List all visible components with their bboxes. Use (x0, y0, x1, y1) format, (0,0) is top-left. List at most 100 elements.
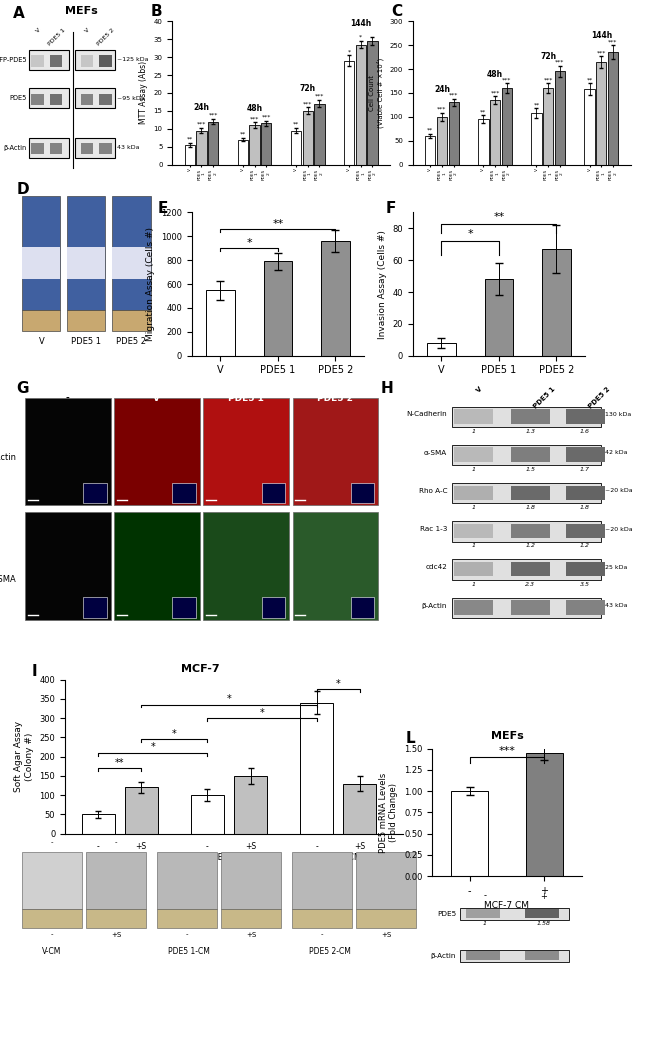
Text: *: * (260, 707, 265, 718)
Bar (512, 524, 551, 538)
Text: **: ** (493, 212, 504, 222)
Bar (112, 247, 151, 278)
Bar (566, 409, 605, 424)
Text: V: V (84, 28, 91, 34)
Bar (566, 600, 605, 615)
Text: -: - (484, 892, 486, 901)
Bar (68, 247, 105, 278)
Bar (157, 909, 217, 928)
Text: V-CM: V-CM (42, 947, 62, 956)
X-axis label: MCF-7 CM: MCF-7 CM (484, 902, 530, 910)
Bar (490, 100, 501, 165)
Text: +S: +S (111, 931, 122, 938)
Bar (86, 852, 146, 909)
Bar (114, 513, 200, 620)
Text: 3.5: 3.5 (580, 582, 590, 586)
Bar (50, 55, 62, 67)
Text: ***: *** (490, 90, 500, 96)
Text: PDE5 1: PDE5 1 (47, 28, 66, 47)
Text: +S: +S (246, 931, 256, 938)
Bar (75, 137, 114, 157)
Text: 1: 1 (471, 467, 475, 472)
Bar (83, 597, 107, 618)
Bar (351, 597, 374, 618)
Text: F-Actin: F-Actin (0, 453, 16, 462)
Text: 24h: 24h (194, 103, 209, 112)
Bar (484, 279, 514, 356)
Bar (525, 909, 559, 919)
Text: β-Actin: β-Actin (4, 144, 27, 151)
Bar (554, 71, 565, 165)
Text: 1.2: 1.2 (525, 544, 535, 548)
Bar (302, 110, 313, 165)
Text: PDE5 1: PDE5 1 (228, 394, 264, 404)
Bar (203, 513, 289, 620)
Bar (512, 409, 551, 424)
Bar (596, 62, 606, 165)
Bar (206, 290, 235, 356)
Bar (502, 88, 512, 165)
Text: +S: +S (381, 931, 391, 938)
Bar (543, 88, 553, 165)
Bar (50, 93, 62, 105)
Text: V: V (476, 386, 484, 394)
Text: ***: *** (197, 122, 206, 126)
Bar (566, 485, 605, 500)
Y-axis label: MTT Assay (Abs): MTT Assay (Abs) (139, 62, 148, 124)
Bar (448, 103, 459, 165)
Bar (356, 45, 366, 165)
Text: EGFP-PDE5: EGFP-PDE5 (0, 56, 27, 63)
Bar (261, 482, 285, 503)
Text: ***: *** (499, 747, 515, 756)
Text: -: - (66, 394, 70, 404)
Text: *: * (246, 238, 252, 247)
Text: V: V (153, 394, 161, 404)
Text: PDE5 2-CM: PDE5 2-CM (309, 947, 351, 956)
Text: 72h: 72h (540, 52, 556, 61)
Text: PDE5: PDE5 (437, 910, 456, 917)
Text: 43 kDa: 43 kDa (117, 145, 140, 150)
Text: MCF-7: MCF-7 (181, 665, 220, 674)
Text: +S: +S (354, 842, 365, 851)
Text: 1: 1 (471, 506, 475, 510)
Bar (292, 852, 352, 909)
Bar (425, 136, 436, 165)
Bar (261, 123, 272, 165)
Text: PDE5 2: PDE5 2 (96, 28, 116, 47)
Bar (157, 852, 217, 909)
Text: 1.8: 1.8 (525, 506, 535, 510)
Text: C: C (391, 4, 402, 19)
Bar (454, 562, 493, 577)
Bar (25, 513, 110, 620)
Bar (356, 852, 417, 909)
Text: 1.5: 1.5 (525, 467, 535, 472)
Text: **: ** (187, 137, 193, 142)
Text: **: ** (240, 132, 246, 137)
Text: A: A (13, 5, 25, 21)
Bar (454, 447, 493, 462)
Bar (452, 483, 601, 503)
Text: PDE5: PDE5 (10, 96, 27, 101)
Text: 42 kDa: 42 kDa (605, 450, 627, 456)
Text: ***: *** (502, 78, 512, 83)
Bar (238, 139, 248, 165)
Bar (512, 447, 551, 462)
Bar (478, 119, 489, 165)
Bar (221, 852, 281, 909)
Text: *: * (336, 679, 341, 689)
Text: *: * (359, 35, 362, 40)
Bar (466, 909, 500, 919)
Text: 144h: 144h (350, 19, 371, 29)
Text: ~20 kDa: ~20 kDa (605, 527, 632, 532)
Bar (263, 261, 292, 356)
Bar (292, 909, 352, 928)
Text: **: ** (480, 109, 486, 115)
Text: PDE5 2: PDE5 2 (116, 337, 146, 345)
Bar (29, 88, 69, 108)
Bar (31, 55, 44, 67)
Text: 1.8: 1.8 (580, 506, 590, 510)
Bar (22, 196, 60, 310)
Text: PDE5 1-CM: PDE5 1-CM (168, 947, 210, 956)
Y-axis label: Invasion Assay (Cells #): Invasion Assay (Cells #) (378, 229, 387, 339)
Bar (21, 852, 82, 909)
